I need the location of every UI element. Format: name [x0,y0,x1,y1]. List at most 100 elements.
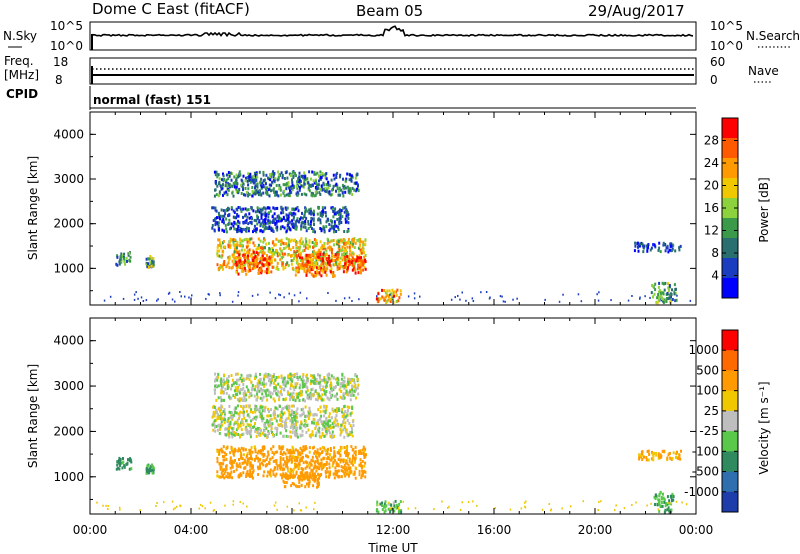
power-cell [266,206,269,210]
power-cell [258,170,261,174]
velocity-cell [340,423,343,427]
power-cell [275,267,278,271]
power-speckle [676,294,678,297]
velocity-cell [352,454,354,458]
power-cell [258,207,261,211]
velocity-cell [125,463,128,466]
velocity-cell [346,462,349,466]
power-cell [246,208,249,212]
power-cell [239,266,242,270]
velocity-cell [269,474,272,478]
velocity-cell [242,471,245,475]
velocity-cell [279,424,282,428]
velocity-cell [640,454,643,458]
power-cell [332,184,335,188]
power-cell [283,252,286,256]
nsky-strip-frame [89,21,697,51]
power-cell [308,211,311,215]
power-speckle [219,294,221,297]
velocity-cell [315,378,318,381]
velocity-cell [255,456,258,460]
velocity-cell [670,508,673,512]
power-cell [319,227,322,230]
power-cell [250,220,253,224]
power-cell [667,297,670,301]
power-cell [280,256,283,259]
velocity-cell [221,412,223,416]
power-cell [260,177,263,181]
power-cell [662,282,665,286]
velocity-cell [348,421,351,425]
velocity-cell [310,388,313,392]
power-cell [351,244,354,248]
power-cell [658,281,661,285]
velocity-cell [346,434,349,438]
velocity-cell [339,433,342,437]
velocity-cell [294,484,297,488]
power-cell [328,245,331,249]
velocity-cell [219,475,222,479]
power-cell [359,268,362,272]
power-cell [227,222,230,226]
velocity-cell [266,455,269,459]
power-cell [245,272,248,276]
velocity-cell [298,375,301,379]
power-cell [218,177,221,181]
velocity-cell [226,384,229,388]
velocity-cell [337,382,340,386]
velocity-cell [354,453,357,457]
power-cell [276,254,279,258]
velocity-cell [220,420,223,424]
power-cell [320,266,323,270]
velocity-cell [255,454,258,458]
velocity-cell [235,468,238,472]
velocity-cell [250,452,253,456]
power-cell [304,261,307,265]
power-cell [363,265,366,269]
velocity-cell [291,431,294,434]
power-cell [279,188,282,192]
velocity-cell [263,375,266,379]
velocity-cell [305,454,307,458]
velocity-cell [346,383,349,387]
velocity-speckle [298,502,300,505]
power-cell [327,256,330,260]
power-cell [281,176,284,180]
power-cell [652,295,654,299]
power-cell [116,254,119,258]
velocity-cell [255,415,257,419]
power-cell [286,184,288,188]
power-speckle [558,300,561,303]
power-cell [297,184,300,188]
power-cell [212,206,215,210]
power-cell [347,255,350,259]
velocity-cell [151,463,153,467]
power-cell [335,189,337,193]
velocity-cell [334,385,337,388]
velocity-ytick-label: 4000 [53,334,84,348]
power-cell [246,259,249,263]
velocity-cell [283,387,286,391]
velocity-cell [289,448,292,452]
power-speckle [145,299,148,302]
velocity-cell [276,407,279,411]
power-cell [664,249,667,253]
power-cell [654,245,657,249]
power-cell [320,274,323,278]
velocity-cell [301,381,304,385]
power-cell [268,219,271,223]
velocity-cell [346,405,349,409]
power-cell [221,220,224,224]
velocity-cell [337,469,340,473]
velocity-cell [325,422,327,426]
power-cell [319,170,322,174]
power-cell [634,241,637,245]
velocity-cell [232,394,235,398]
velocity-cell [275,376,278,379]
power-cell [344,246,346,250]
power-cell [267,249,270,253]
velocity-cell [221,379,224,383]
velocity-cell [663,510,666,514]
velocity-cell [352,463,355,467]
velocity-cell [327,456,330,460]
